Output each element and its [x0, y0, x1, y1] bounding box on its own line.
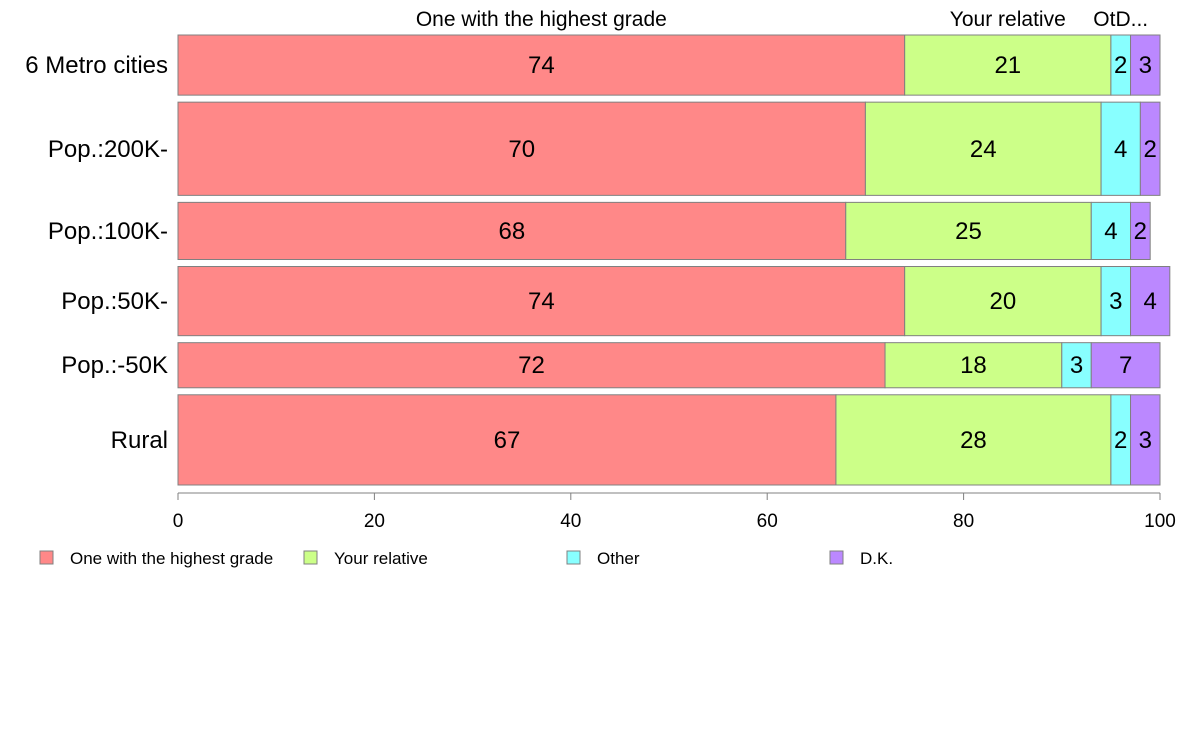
bar-pop-50k-other[interactable] [1061, 342, 1092, 389]
bar-pop-50k-d-k[interactable] [1130, 266, 1171, 337]
legend-label-d-k: D.K. [860, 549, 893, 568]
bar-pop-200k-other[interactable] [1100, 101, 1141, 196]
data-label-6-metro-cities-d-k: 3 [1139, 52, 1152, 79]
column-header-your-relative: Your relative [950, 8, 1066, 31]
bar-pop-100k-d-k[interactable] [1130, 201, 1151, 261]
bar-pop-100k-your-relative[interactable] [845, 201, 1092, 261]
x-tick-label-0: 0 [173, 511, 184, 532]
x-tick-label-60: 60 [757, 511, 778, 532]
bar-pop-50k-one-with-the-highest-grade[interactable] [177, 266, 906, 337]
bar-pop-50k-your-relative[interactable] [904, 266, 1102, 337]
data-label-pop-100k-your-relative: 25 [955, 218, 982, 245]
x-tick-label-40: 40 [560, 511, 581, 532]
bar-pop-200k-one-with-the-highest-grade[interactable] [177, 101, 866, 196]
data-label-pop-200k-one-with-the-highest-grade: 70 [508, 136, 535, 163]
data-label-pop-50k-one-with-the-highest-grade: 74 [528, 288, 555, 315]
bar-rural-your-relative[interactable] [835, 394, 1112, 486]
data-label-pop-200k-other: 4 [1114, 136, 1127, 163]
legend-swatch-other [566, 550, 581, 565]
data-label-rural-your-relative: 28 [960, 427, 987, 454]
category-label-rural: Rural [111, 427, 168, 454]
category-label-pop-50k: Pop.:50K- [61, 288, 168, 315]
bar-rural-one-with-the-highest-grade[interactable] [177, 394, 837, 486]
bar-6-metro-cities-your-relative[interactable] [904, 34, 1112, 96]
data-label-pop-100k-one-with-the-highest-grade: 68 [499, 218, 526, 245]
data-label-rural-d-k: 3 [1139, 427, 1152, 454]
legend-label-your-relative: Your relative [334, 549, 428, 568]
data-label-pop-50k-other: 3 [1109, 288, 1122, 315]
column-header-one-with-the-highest-grade: One with the highest grade [416, 8, 667, 31]
data-label-pop-200k-d-k: 2 [1144, 136, 1157, 163]
legend-label-one-with-the-highest-grade: One with the highest grade [70, 549, 273, 568]
bar-pop-200k-d-k[interactable] [1139, 101, 1161, 196]
data-label-rural-other: 2 [1114, 427, 1127, 454]
x-tick-label-80: 80 [953, 511, 974, 532]
bar-pop-200k-your-relative[interactable] [864, 101, 1102, 196]
x-tick-label-20: 20 [364, 511, 385, 532]
bar-pop-100k-one-with-the-highest-grade[interactable] [177, 201, 847, 261]
legend-label-other: Other [597, 549, 640, 568]
data-label-pop-200k-your-relative: 24 [970, 136, 997, 163]
category-label-6-metro-cities: 6 Metro cities [25, 52, 168, 79]
data-label-6-metro-cities-your-relative: 21 [994, 52, 1021, 79]
category-label-pop-50k: Pop.:-50K [61, 352, 168, 379]
data-label-pop-50k-d-k: 7 [1119, 352, 1132, 379]
legend-swatch-your-relative [303, 550, 318, 565]
data-label-pop-50k-your-relative: 20 [990, 288, 1017, 315]
x-tick-label-100: 100 [1144, 511, 1176, 532]
category-label-pop-200k: Pop.:200K- [48, 136, 168, 163]
data-label-pop-100k-other: 4 [1104, 218, 1117, 245]
data-label-pop-50k-one-with-the-highest-grade: 72 [518, 352, 545, 379]
data-label-pop-50k-d-k: 4 [1144, 288, 1157, 315]
bar-6-metro-cities-one-with-the-highest-grade[interactable] [177, 34, 906, 96]
bar-pop-100k-other[interactable] [1090, 201, 1132, 261]
bar-6-metro-cities-d-k[interactable] [1130, 34, 1161, 96]
data-label-pop-50k-your-relative: 18 [960, 352, 987, 379]
category-label-pop-100k: Pop.:100K- [48, 218, 168, 245]
column-header-other: OtD... [1093, 8, 1148, 31]
data-label-6-metro-cities-one-with-the-highest-grade: 74 [528, 52, 555, 79]
bar-pop-50k-one-with-the-highest-grade[interactable] [177, 342, 886, 389]
data-label-rural-one-with-the-highest-grade: 67 [494, 427, 521, 454]
data-label-6-metro-cities-other: 2 [1114, 52, 1127, 79]
legend-swatch-one-with-the-highest-grade [39, 550, 54, 565]
data-label-pop-50k-other: 3 [1070, 352, 1083, 379]
bar-rural-d-k[interactable] [1130, 394, 1161, 486]
data-label-pop-100k-d-k: 2 [1134, 218, 1147, 245]
bar-pop-50k-d-k[interactable] [1090, 342, 1161, 389]
legend-swatch-d-k [829, 550, 844, 565]
bar-pop-50k-your-relative[interactable] [884, 342, 1063, 389]
